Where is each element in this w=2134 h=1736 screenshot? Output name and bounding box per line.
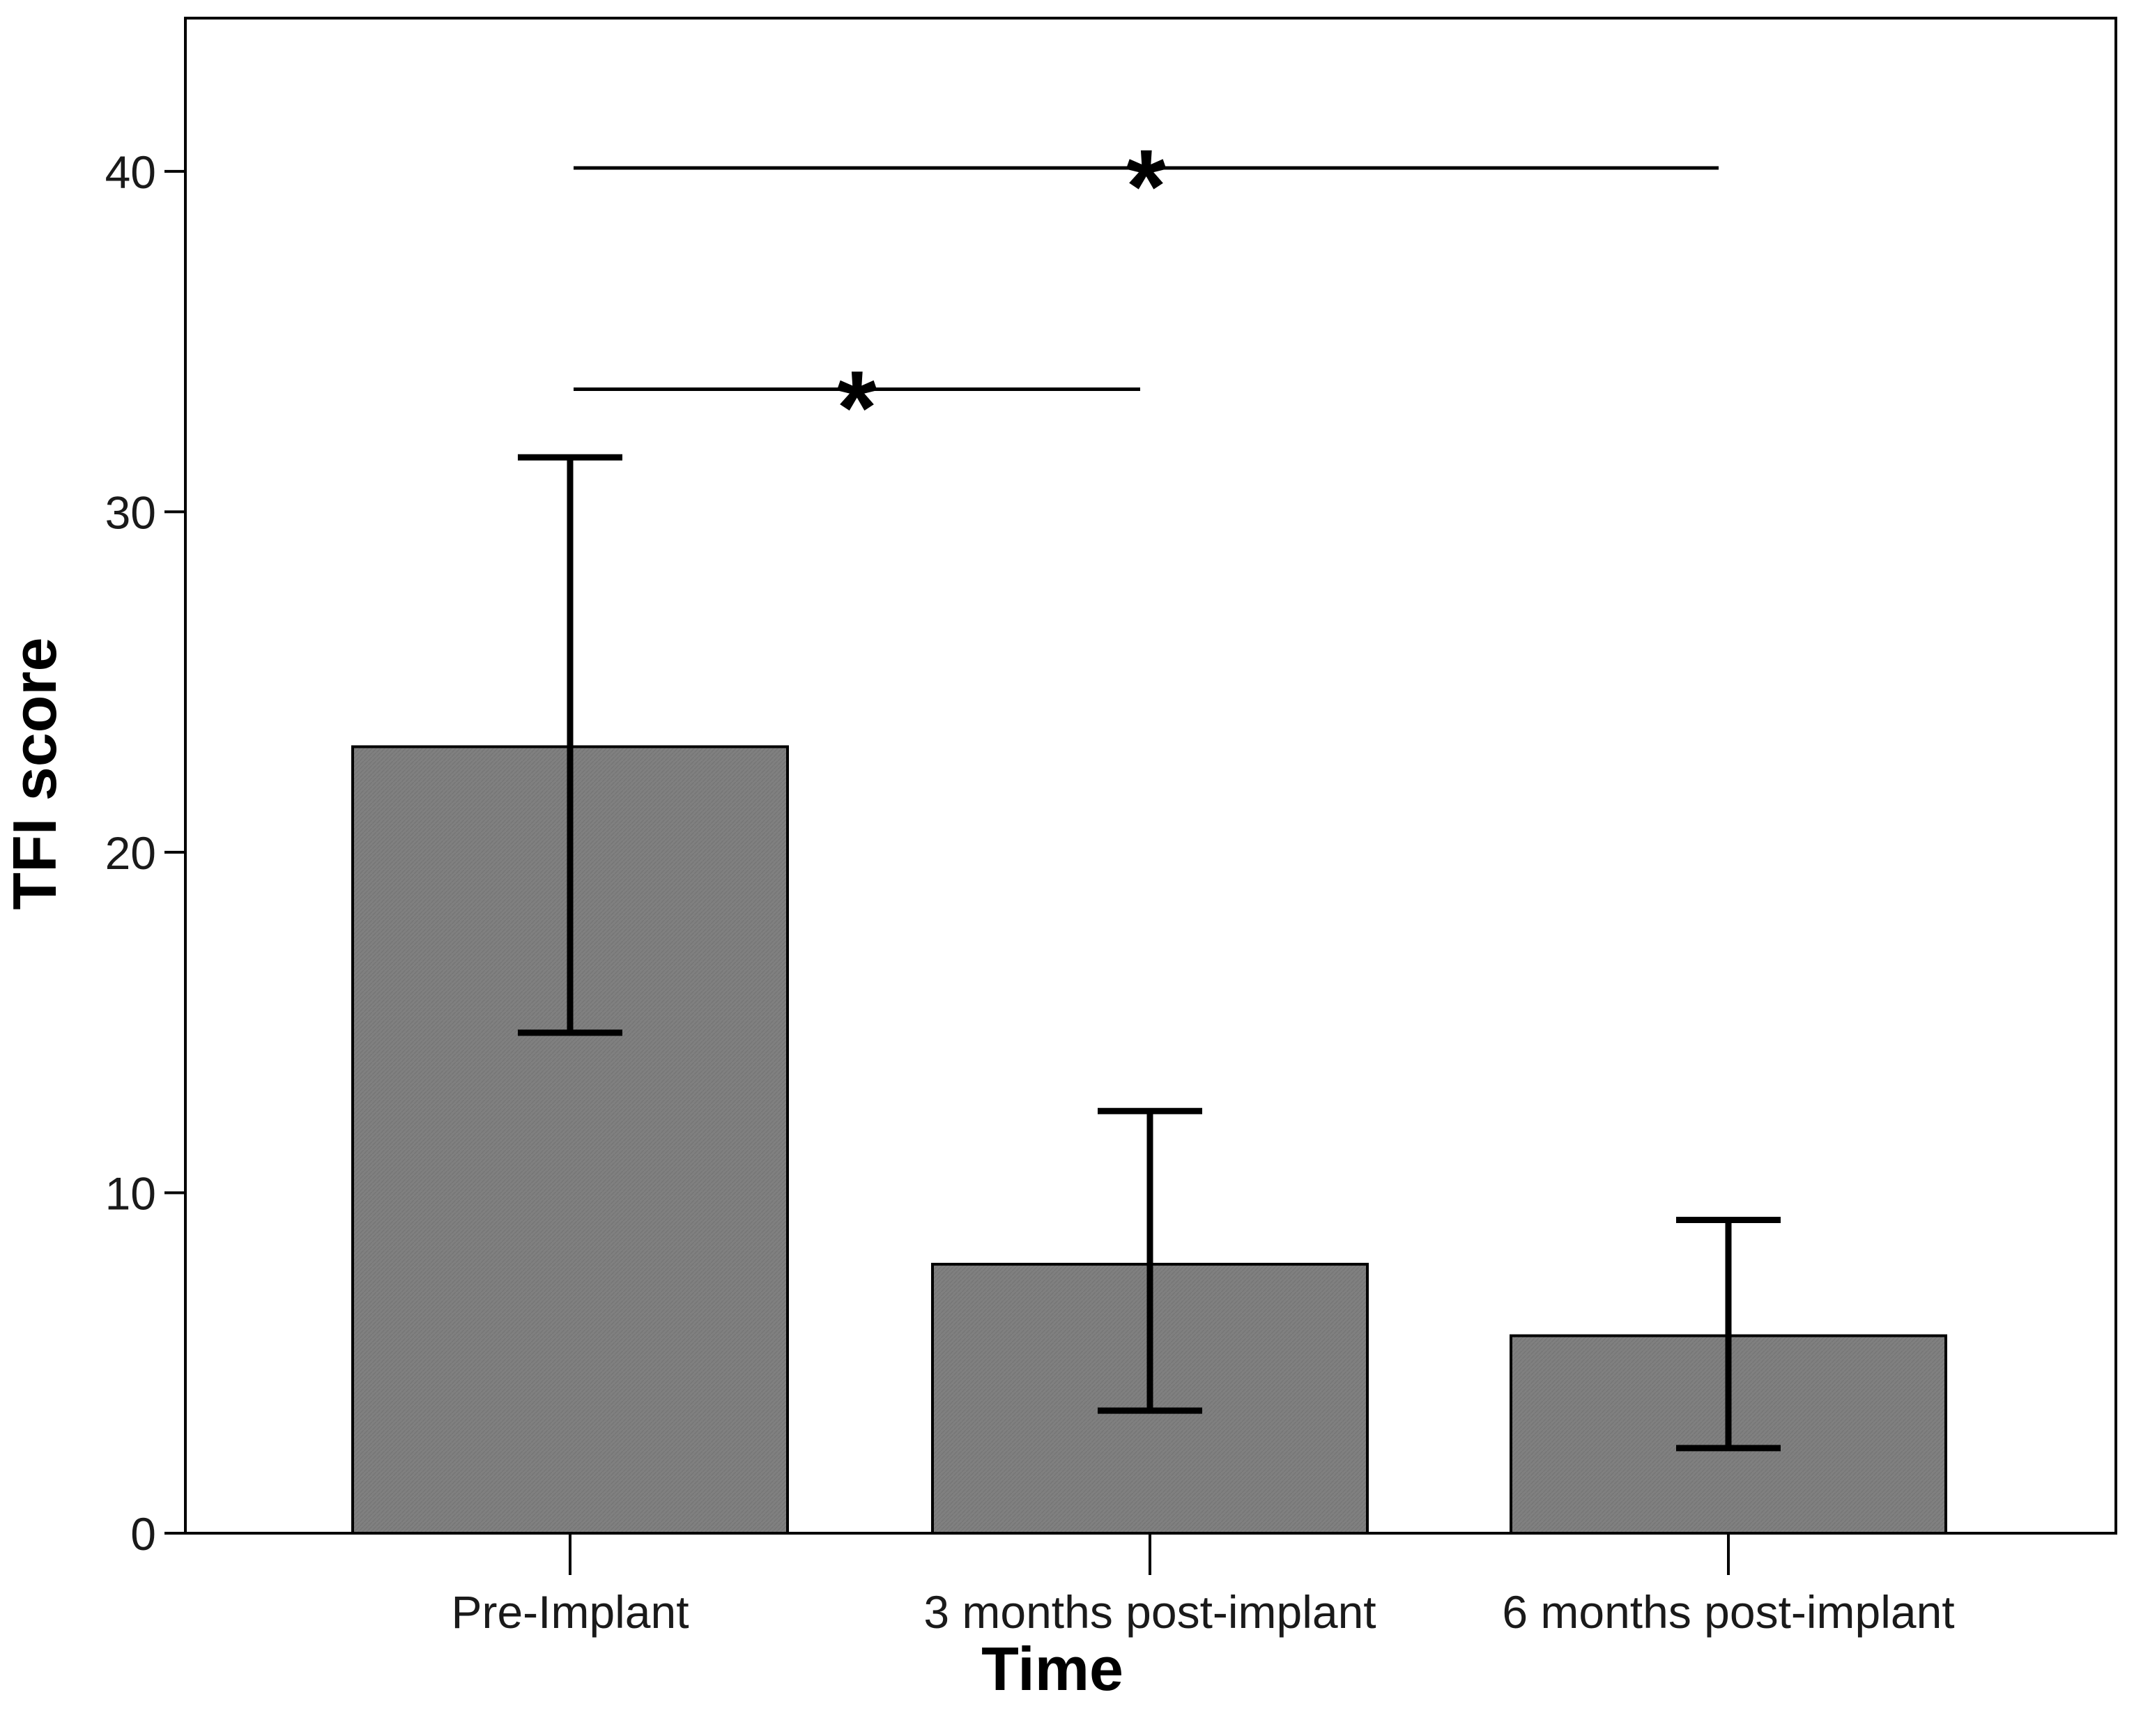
error-bar-1: [518, 454, 622, 1036]
y-tick-label: 20: [105, 827, 156, 879]
significance-star: *: [1126, 128, 1167, 245]
x-tick-label: 6 months post-implant: [1502, 1586, 1954, 1638]
error-bar-3: [1676, 1217, 1781, 1452]
y-tick-label: 30: [105, 486, 156, 538]
significance-bracket-1: *: [574, 349, 1140, 466]
axes: 0 10 20 30 40 Pre-Implant 3 months post-implan…: [105, 146, 1955, 1638]
x-tick-label: Pre-Implant: [451, 1586, 689, 1638]
significance-star: *: [836, 349, 877, 466]
y-tick-label: 10: [105, 1167, 156, 1219]
error-bar-2: [1098, 1107, 1202, 1414]
x-tick-label: 3 months post-implant: [923, 1586, 1376, 1638]
significance-annotations: **: [574, 128, 1719, 466]
x-axis-title: Time: [981, 1634, 1123, 1703]
error-bars: [518, 454, 1781, 1452]
significance-bracket-2: *: [574, 128, 1719, 245]
y-axis-title: TFI score: [0, 637, 69, 909]
y-tick-label: 40: [105, 146, 156, 198]
y-tick-label: 0: [130, 1508, 156, 1560]
